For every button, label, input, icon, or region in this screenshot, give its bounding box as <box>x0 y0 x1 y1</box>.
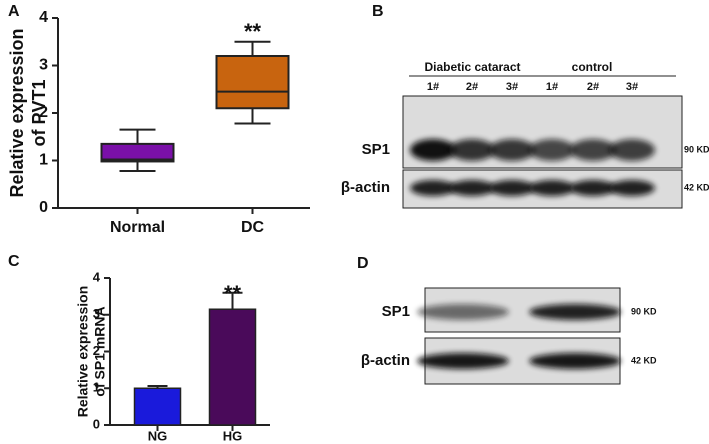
y-tick-label: 1 <box>93 380 100 395</box>
lane-label: 3# <box>506 81 518 93</box>
panel-label: D <box>357 255 369 272</box>
panel-label: C <box>8 253 20 270</box>
x-tick-label: Normal <box>110 219 165 236</box>
lane-label: 1# <box>427 81 439 93</box>
panel-label: A <box>8 3 20 20</box>
row-label: SP1 <box>362 141 390 158</box>
blot-band <box>489 139 535 161</box>
lane-label: 2# <box>466 81 478 93</box>
y-axis-label: Relative expression <box>75 286 91 418</box>
y-tick-label: 4 <box>39 9 48 26</box>
row-label: β-actin <box>361 352 410 369</box>
y-axis-label: of PVT1 <box>29 79 49 146</box>
blot-band <box>410 139 456 161</box>
x-tick-label: DC <box>241 219 265 236</box>
size-label: 42 KD <box>631 355 657 365</box>
lane-label: 3# <box>626 81 638 93</box>
x-tick-label: HG <box>223 428 243 443</box>
y-tick-label: 4 <box>93 269 101 284</box>
lane-label: 1# <box>546 81 558 93</box>
significance: ** <box>244 19 262 44</box>
y-tick-label: 1 <box>39 152 48 169</box>
blot-band <box>529 353 621 369</box>
row-label: β-actin <box>341 179 390 196</box>
y-tick-label: 0 <box>39 199 48 216</box>
blot-band <box>489 180 535 196</box>
blot-band <box>609 139 655 161</box>
y-tick-label: 3 <box>39 57 48 74</box>
significance: ** <box>224 281 242 306</box>
blot-band <box>529 304 621 320</box>
group-label: Diabetic cataract <box>424 60 520 74</box>
blot-band <box>609 180 655 196</box>
size-label: 90 KD <box>631 306 657 316</box>
blot-band <box>529 139 575 161</box>
size-label: 90 KD <box>684 144 709 154</box>
x-tick-label: NG <box>148 428 168 443</box>
size-label: 42 KD <box>684 182 709 192</box>
lane-label: 2# <box>587 81 599 93</box>
y-tick-label: 2 <box>39 104 48 121</box>
y-axis-label: Relative expression <box>7 28 27 197</box>
blot-band <box>529 180 575 196</box>
y-tick-label: 0 <box>93 416 100 431</box>
bar <box>133 387 182 426</box>
y-axis-label: of SP1 mRNA <box>92 306 108 396</box>
box <box>215 55 290 110</box>
blot-band <box>410 180 456 196</box>
y-tick-label: 3 <box>93 306 100 321</box>
blot-band <box>570 139 616 161</box>
row-label: SP1 <box>382 303 410 320</box>
box <box>100 142 175 163</box>
panel-label: B <box>372 3 384 20</box>
group-label: control <box>572 60 613 74</box>
bar <box>208 308 257 426</box>
blot-band <box>449 139 495 161</box>
blot-band <box>449 180 495 196</box>
blot-band <box>417 353 509 369</box>
blot-band <box>417 304 509 320</box>
y-tick-label: 2 <box>93 343 100 358</box>
blot-band <box>570 180 616 196</box>
